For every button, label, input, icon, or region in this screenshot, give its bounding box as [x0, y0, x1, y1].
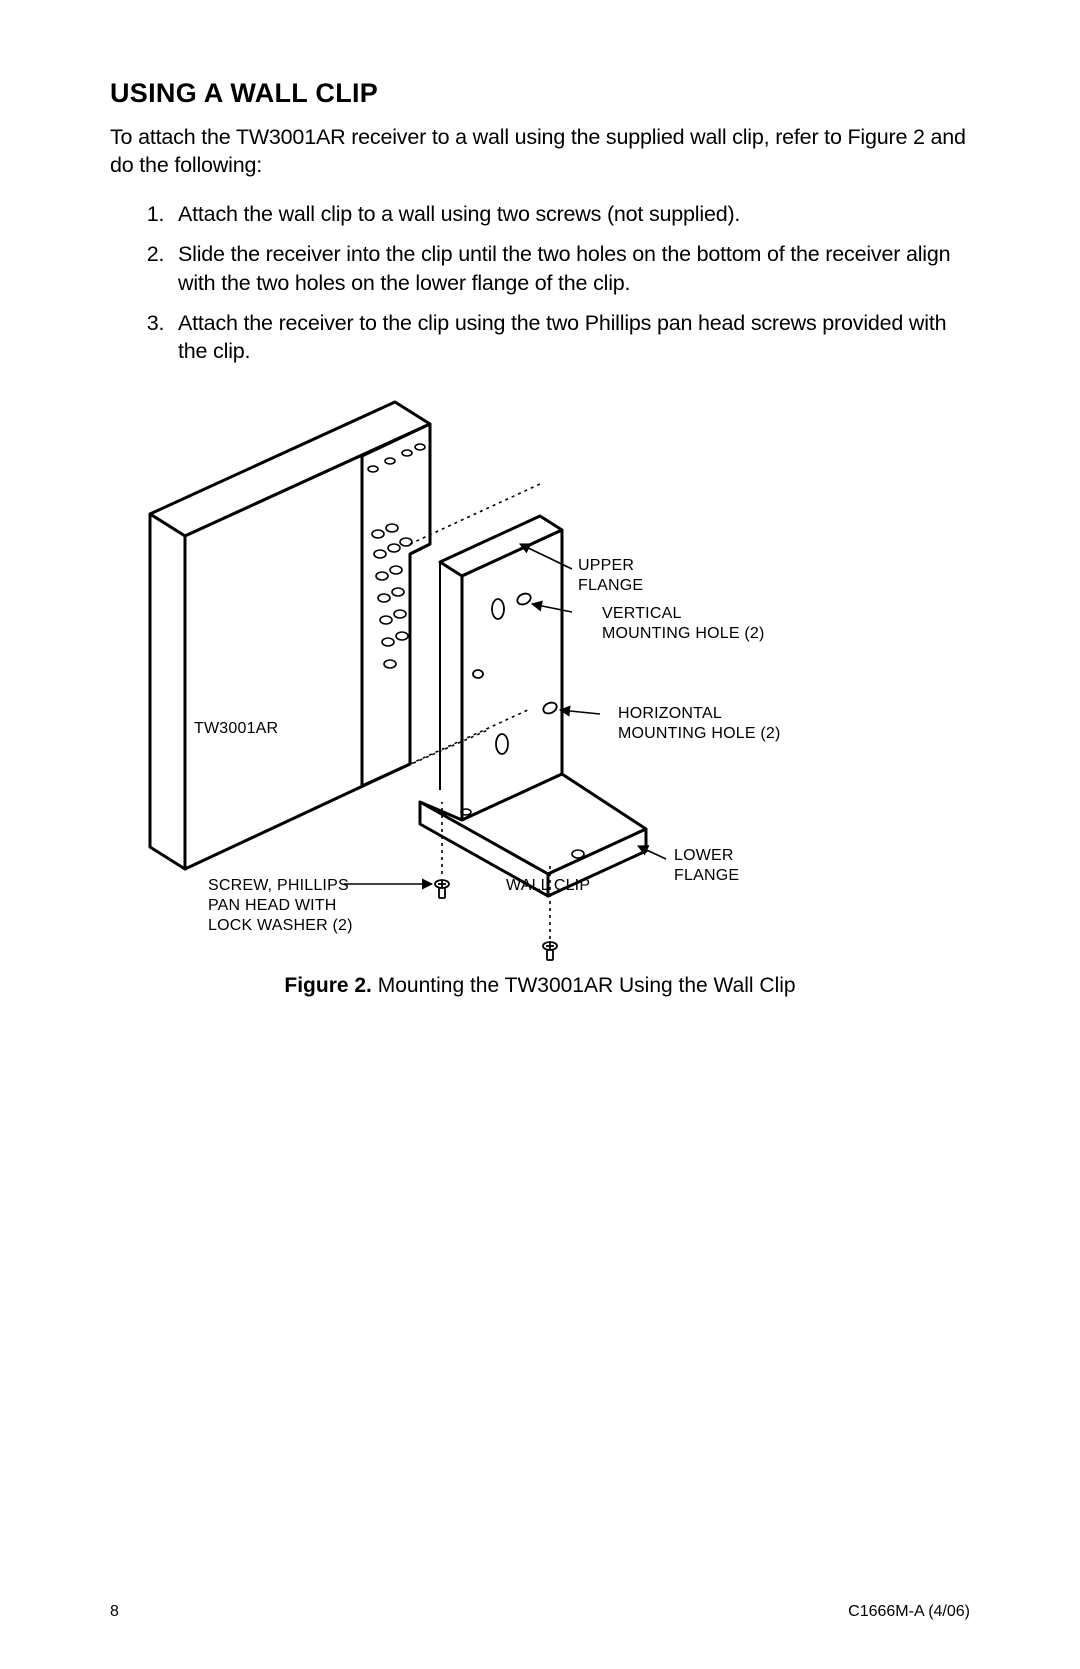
label-upper-flange-1: UPPER: [578, 556, 634, 576]
label-screw-1: SCREW, PHILLIPS: [208, 876, 349, 896]
step-item: Attach the receiver to the clip using th…: [170, 309, 970, 366]
intro-paragraph: To attach the TW3001AR receiver to a wal…: [110, 123, 970, 180]
figure-2: TW3001AR UPPER FLANGE VERTICAL MOUNTING …: [110, 394, 970, 964]
label-vertical-hole-1: VERTICAL: [602, 604, 682, 624]
label-wall-clip: WALL CLIP: [506, 876, 590, 896]
step-item: Slide the receiver into the clip until t…: [170, 240, 970, 297]
caption-bold: Figure 2.: [284, 974, 372, 997]
label-lower-flange-2: FLANGE: [674, 866, 739, 886]
label-screw-3: LOCK WASHER (2): [208, 916, 353, 936]
figure-caption: Figure 2. Mounting the TW3001AR Using th…: [110, 974, 970, 998]
label-screw-2: PAN HEAD WITH: [208, 896, 337, 916]
label-vertical-hole-2: MOUNTING HOLE (2): [602, 624, 765, 644]
label-lower-flange-1: LOWER: [674, 846, 734, 866]
label-upper-flange-2: FLANGE: [578, 576, 643, 596]
label-horizontal-hole-1: HORIZONTAL: [618, 704, 722, 724]
label-horizontal-hole-2: MOUNTING HOLE (2): [618, 724, 781, 744]
label-device: TW3001AR: [194, 719, 278, 739]
caption-text: Mounting the TW3001AR Using the Wall Cli…: [372, 974, 796, 997]
page-number: 8: [110, 1603, 119, 1621]
step-item: Attach the wall clip to a wall using two…: [170, 200, 970, 228]
doc-id: C1666M-A (4/06): [848, 1603, 970, 1621]
steps-list: Attach the wall clip to a wall using two…: [110, 200, 970, 366]
section-heading: USING A WALL CLIP: [110, 78, 970, 109]
